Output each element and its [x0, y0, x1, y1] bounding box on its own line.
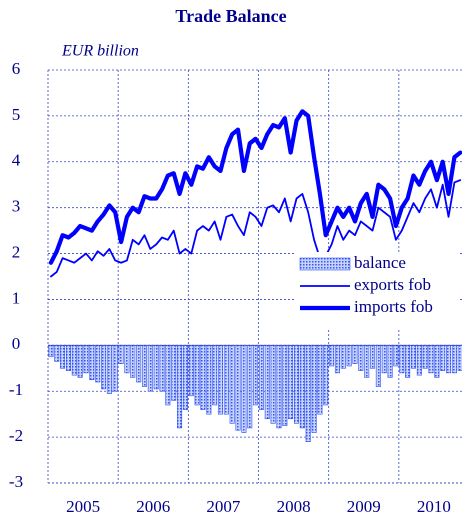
bar [118, 345, 124, 364]
bar [159, 345, 165, 392]
bar [311, 345, 317, 433]
bar [434, 345, 440, 378]
bar [124, 345, 130, 374]
x-tick-label: 2009 [347, 497, 381, 516]
bar [65, 345, 72, 371]
legend-swatch [299, 257, 351, 271]
bar [288, 345, 294, 420]
x-tick-label: 2008 [277, 497, 311, 516]
bar [294, 345, 300, 424]
bar [77, 345, 83, 378]
bar [428, 345, 434, 374]
y-tick-label: 0 [12, 334, 21, 353]
bar [422, 345, 428, 369]
bar [416, 345, 422, 376]
bar [270, 345, 276, 424]
y-tick-label: -3 [9, 472, 23, 491]
y-tick-label: 1 [12, 288, 21, 307]
bar [101, 345, 107, 390]
bar [451, 345, 457, 374]
bar [253, 345, 259, 406]
bar [370, 345, 376, 369]
bar [352, 345, 358, 364]
bar [446, 345, 452, 374]
bar [282, 345, 288, 426]
bar [112, 345, 118, 392]
legend-label: imports fob [354, 297, 433, 316]
bar [229, 345, 235, 424]
y-tick-label: 3 [12, 197, 21, 216]
bar [317, 345, 323, 415]
bar [130, 345, 136, 378]
y-tick-label: 2 [12, 242, 21, 261]
y-tick-label: 4 [12, 151, 21, 170]
y-tick-label: -2 [9, 426, 23, 445]
x-tick-label: 2007 [206, 497, 241, 516]
bar [217, 345, 223, 415]
bar [136, 345, 142, 383]
bar [60, 345, 66, 369]
x-tick-label: 2006 [136, 497, 170, 516]
legend-label: balance [354, 253, 406, 272]
bar [264, 345, 270, 420]
bar [399, 345, 405, 374]
bar [106, 345, 112, 394]
line-series [48, 109, 462, 265]
bar [48, 345, 54, 358]
bar [177, 345, 183, 429]
bar [346, 345, 352, 367]
bar [171, 345, 177, 401]
bar [212, 345, 218, 406]
bar [299, 345, 305, 429]
chart-title: Trade Balance [175, 6, 286, 26]
y-tick-label: 6 [12, 59, 21, 78]
x-tick-label: 2010 [417, 497, 451, 516]
bar [54, 345, 60, 362]
legend-label: exports fob [354, 275, 431, 294]
bar [440, 345, 446, 371]
bar [393, 345, 399, 367]
bar [276, 345, 282, 429]
bar [223, 345, 229, 415]
x-tick-label: 2005 [66, 497, 100, 516]
bar [247, 345, 253, 429]
y-tick-label: 5 [12, 105, 21, 124]
bar [141, 345, 148, 387]
bar [89, 345, 95, 381]
bar [95, 345, 101, 383]
y-axis-label: EUR billion [61, 43, 139, 60]
y-tick-label: -1 [9, 380, 23, 399]
bar [387, 345, 393, 378]
bar [329, 345, 335, 367]
legend: balance exports fob imports fob [296, 252, 460, 330]
bar [258, 345, 264, 410]
bar [206, 345, 212, 415]
bar [182, 345, 188, 410]
bar [381, 345, 387, 374]
bar [200, 345, 206, 410]
bar [410, 345, 416, 369]
bar [375, 345, 381, 387]
line-series [50, 179, 462, 278]
bar [364, 345, 370, 378]
bar [153, 345, 159, 390]
bar [165, 345, 171, 406]
bar [194, 345, 200, 406]
bar [147, 345, 153, 392]
bar [334, 345, 340, 374]
bar [358, 345, 364, 371]
bar [323, 345, 329, 406]
bar [405, 345, 411, 378]
bar [71, 345, 77, 376]
bar [457, 345, 462, 371]
bar [340, 345, 346, 369]
bar [305, 345, 311, 443]
bar [241, 345, 247, 433]
bar [83, 345, 89, 374]
bar [188, 345, 194, 397]
bar [235, 345, 241, 431]
